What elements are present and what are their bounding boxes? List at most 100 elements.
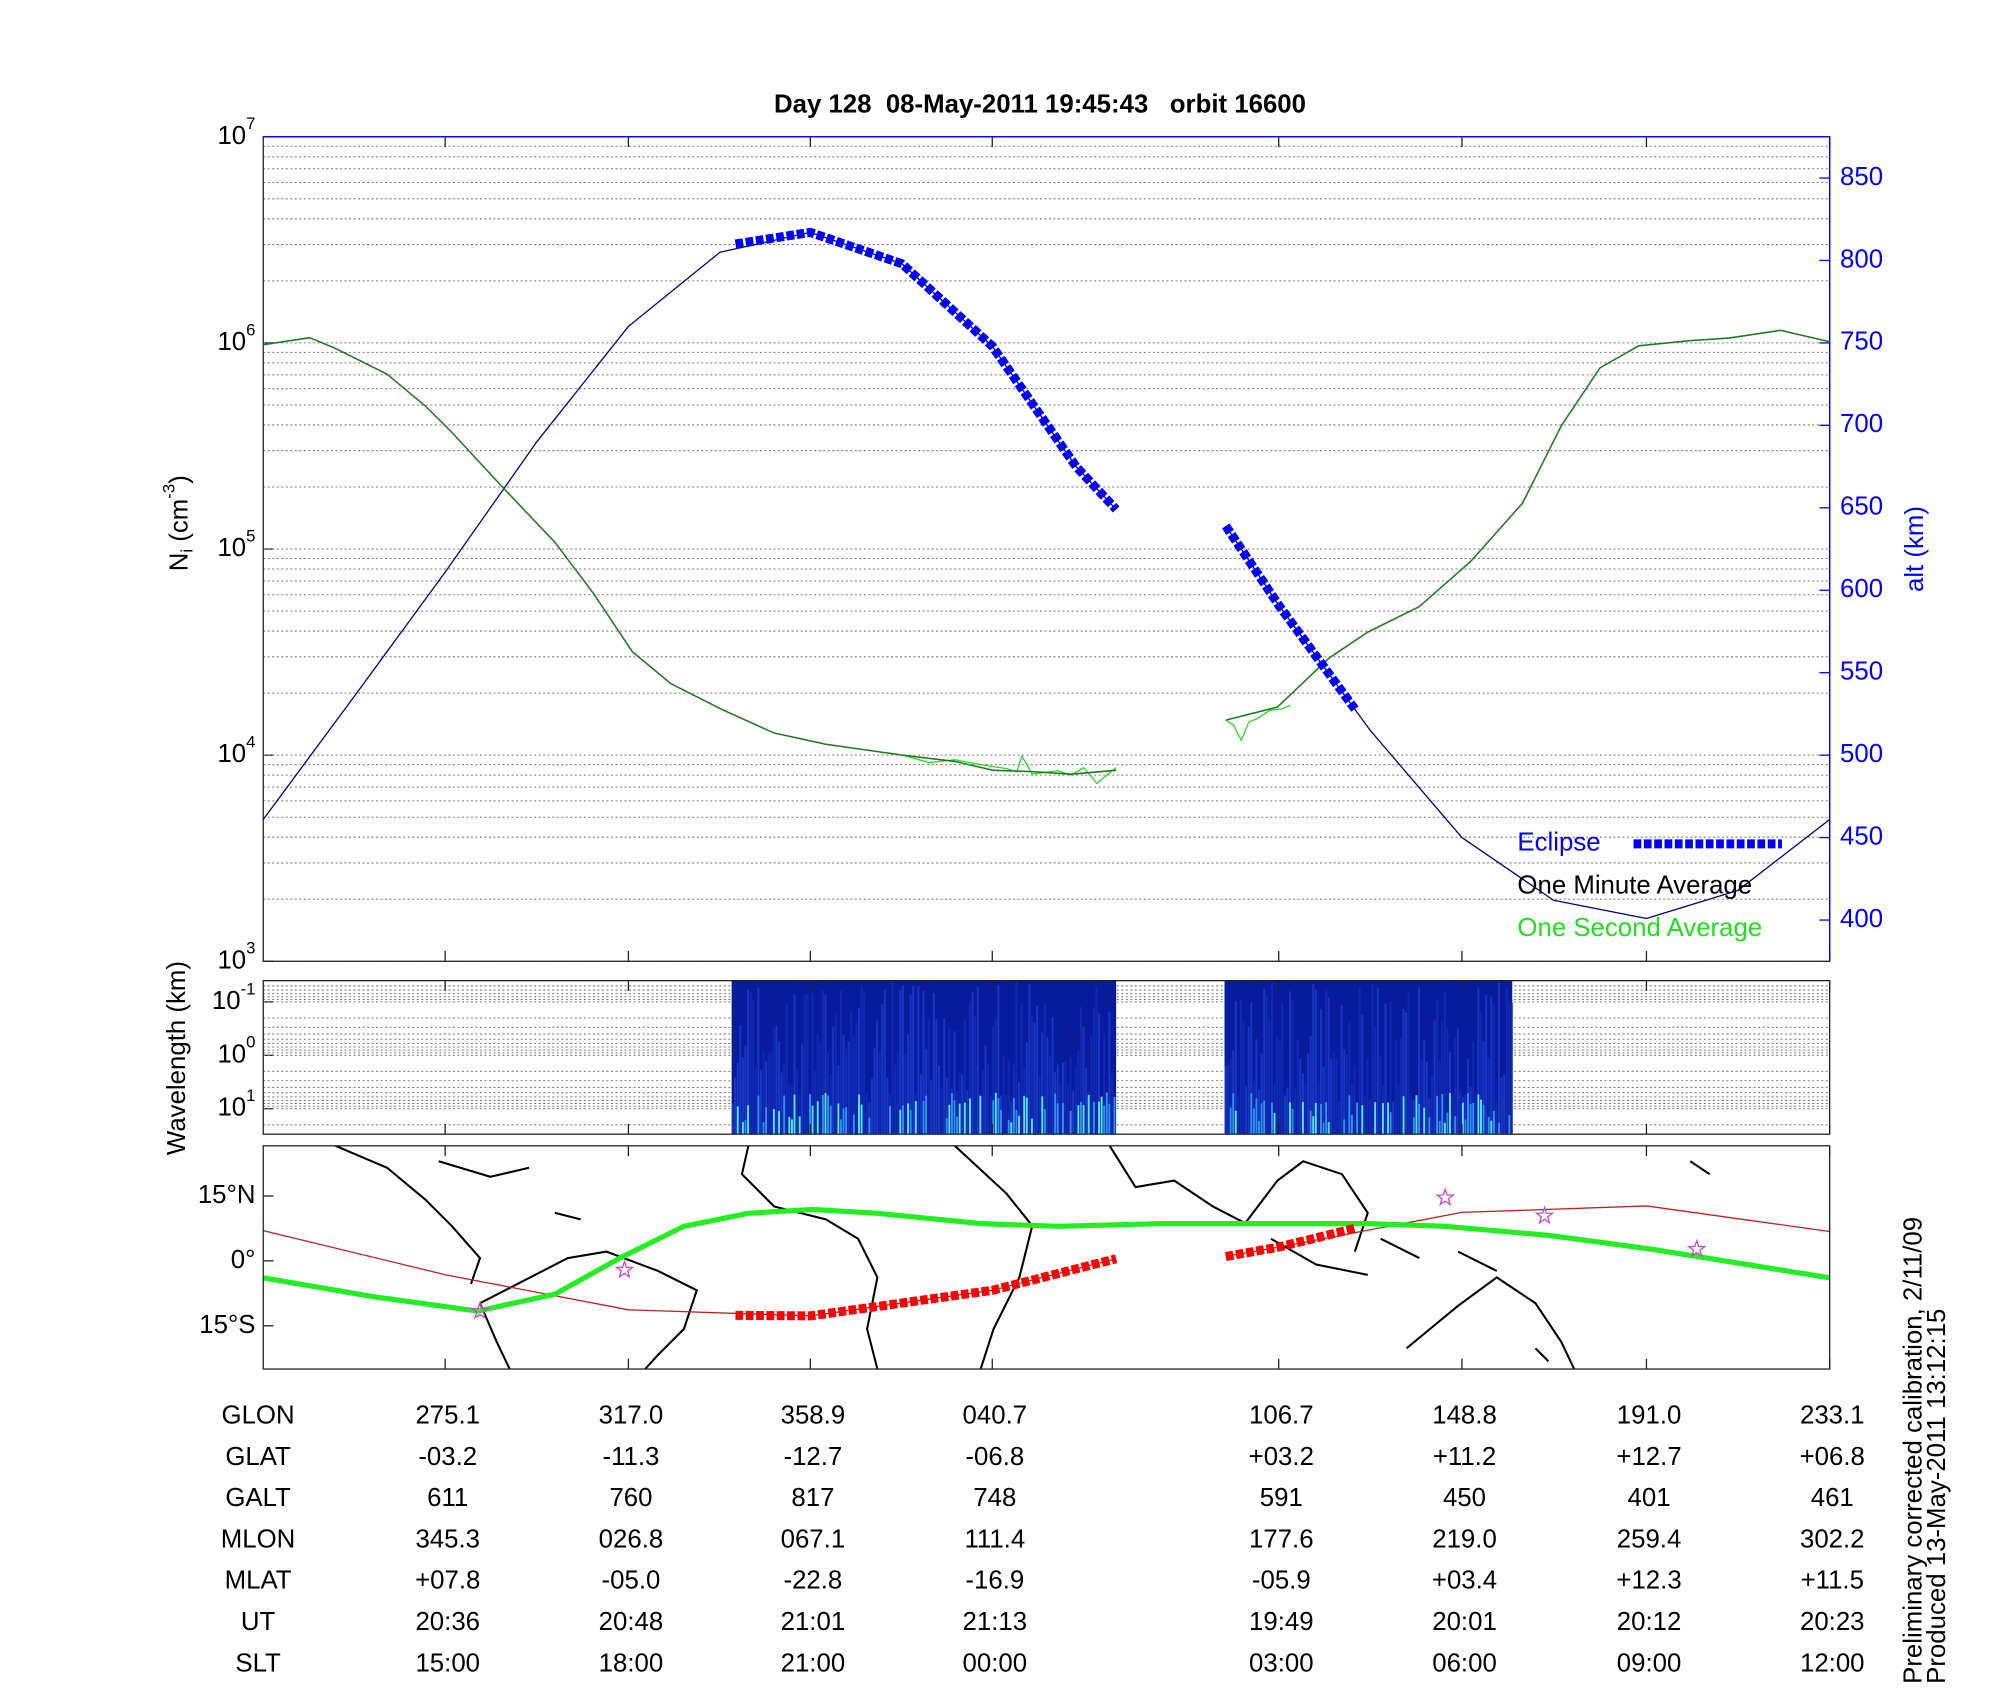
spectrogram-stripe: [793, 1094, 796, 1135]
spectrogram-stripe: [1498, 982, 1500, 1135]
spectrogram-stripe: [935, 1019, 938, 1135]
spectrogram-stripe: [883, 989, 886, 1135]
spectrogram-stripe: [1018, 1115, 1020, 1135]
y-tick-label: 100: [217, 1033, 255, 1068]
spectrogram-stripe: [1010, 1122, 1013, 1135]
spectrogram-stripe: [1314, 990, 1317, 1135]
spectrogram-stripe: [790, 1119, 793, 1135]
spectrogram-stripe: [907, 1033, 910, 1135]
spectrogram-stripe: [868, 1117, 871, 1135]
spectrogram-stripe: [1327, 997, 1330, 1135]
spectrogram-stripe: [837, 1065, 840, 1135]
chart-title: Day 128 08-May-2011 19:45:43 orbit 16600: [774, 91, 1306, 119]
note: Preliminary corrected calibration, 2/11/…: [1900, 1217, 1928, 1684]
table-cell: 591: [1260, 1484, 1303, 1512]
spectrogram-stripe: [752, 1000, 755, 1135]
spectrogram-stripe: [1105, 1092, 1108, 1135]
y-tick-label: 103: [217, 939, 255, 974]
table-cell: -11.3: [603, 1443, 660, 1471]
y2-tick-label: 550: [1840, 658, 1883, 686]
spectrogram-stripe: [899, 1109, 902, 1135]
spectrogram-stripe: [950, 1093, 953, 1135]
legend-label: One Minute Average: [1517, 871, 1752, 899]
spectrogram-stripe: [930, 1080, 933, 1135]
spectrogram-stripe: [1229, 1058, 1232, 1135]
tick-base: 10: [217, 1040, 246, 1068]
spectrogram-stripe: [1415, 1095, 1418, 1135]
spectrogram-texture: [1224, 982, 1513, 1135]
spectrogram-stripe: [909, 1109, 912, 1135]
spectrogram-stripe: [1361, 1105, 1364, 1135]
spectrogram-stripe: [842, 1035, 845, 1135]
spectrogram-stripe: [891, 981, 894, 1135]
spectrogram-stripe: [1366, 1058, 1369, 1135]
spectrogram-stripe: [1387, 1102, 1390, 1135]
spectrogram-stripe: [961, 1074, 964, 1135]
series-line: [262, 1206, 1831, 1314]
spectrogram-stripe: [925, 1049, 928, 1135]
spectrogram-stripe: [1335, 1058, 1338, 1135]
table-cell: -12.7: [783, 1443, 842, 1471]
spectrogram-stripe: [767, 1053, 770, 1135]
spectrogram-stripe: [1436, 999, 1439, 1135]
spectrogram-stripe: [922, 1100, 925, 1135]
spectrogram-stripe: [1477, 1094, 1480, 1135]
spectrogram-stripe: [1077, 1105, 1080, 1135]
spectrogram-stripe: [1392, 1101, 1395, 1135]
spectrogram-stripe: [855, 1022, 858, 1135]
spectrogram-stripe: [945, 1118, 948, 1135]
spectrogram-stripe: [976, 986, 979, 1135]
spectrogram-stripe: [1348, 1021, 1351, 1135]
spectrogram-stripe: [772, 1109, 775, 1135]
tick-exponent: 1: [246, 1087, 255, 1106]
spectrogram-stripe: [1056, 1103, 1059, 1135]
spectrogram-stripe: [1234, 1110, 1237, 1135]
spectrogram-stripe: [1072, 1091, 1075, 1135]
spectrogram-stripe: [1258, 1089, 1260, 1135]
spectrogram-stripe: [762, 1051, 765, 1135]
spectrogram-stripe: [1384, 1003, 1387, 1135]
spectrogram-stripe: [992, 1026, 995, 1135]
spectrogram-stripe: [1309, 1110, 1312, 1135]
table-cell: 03:00: [1249, 1649, 1314, 1677]
tick-exponent: 4: [246, 733, 255, 752]
spectrogram-stripe: [994, 1017, 997, 1135]
spectrogram-stripe: [1000, 1109, 1002, 1135]
spectrogram-stripe: [847, 1041, 850, 1135]
spectrogram-stripe: [821, 990, 824, 1135]
spectrogram-stripe: [1389, 1001, 1392, 1135]
spectrogram-stripe: [896, 1052, 899, 1135]
spectrogram-stripe: [1309, 1035, 1312, 1135]
spectrogram-stripe: [762, 1122, 765, 1135]
spectrogram-stripe: [881, 1004, 884, 1135]
star-marker: [470, 1300, 490, 1320]
y-tick-label: 106: [217, 321, 255, 356]
spectrogram-stripe: [958, 1103, 961, 1135]
spectrogram-stripe: [1227, 1064, 1230, 1135]
spectrogram-stripe: [1268, 1017, 1271, 1135]
spectrogram-stripe: [1405, 1012, 1408, 1135]
spectrogram-stripe: [1412, 1117, 1415, 1135]
spectrogram-stripe: [824, 1093, 827, 1135]
spectrogram-stripe: [1270, 982, 1273, 1135]
spectrogram-stripe: [744, 1119, 747, 1135]
spectrogram-stripe: [1472, 1041, 1475, 1135]
spectrogram-stripe: [788, 1084, 791, 1135]
spectrogram-stripe: [1446, 1112, 1449, 1135]
table-cell: 20:12: [1617, 1608, 1682, 1636]
spectrogram-stripe: [1423, 1107, 1426, 1135]
spectrogram-stripe: [876, 1020, 879, 1135]
y2-tick-label: 400: [1840, 905, 1883, 933]
spectrogram-stripe: [1343, 1049, 1346, 1135]
spectrogram-stripe: [1056, 1064, 1059, 1135]
table-cell: 067.1: [781, 1525, 846, 1553]
spectrogram-stripe: [1503, 1074, 1506, 1135]
spectrogram-stripe: [1358, 987, 1361, 1135]
spectrogram-stripe: [1108, 1103, 1111, 1135]
table-cell: 18:00: [599, 1649, 664, 1677]
spectrogram-stripe: [1320, 1008, 1322, 1135]
spectrogram-stripe: [1033, 1022, 1036, 1135]
spectrogram-stripe: [1242, 1021, 1245, 1135]
spectrogram-stripe: [1332, 1052, 1335, 1135]
spectrogram-stripe: [971, 991, 974, 1135]
